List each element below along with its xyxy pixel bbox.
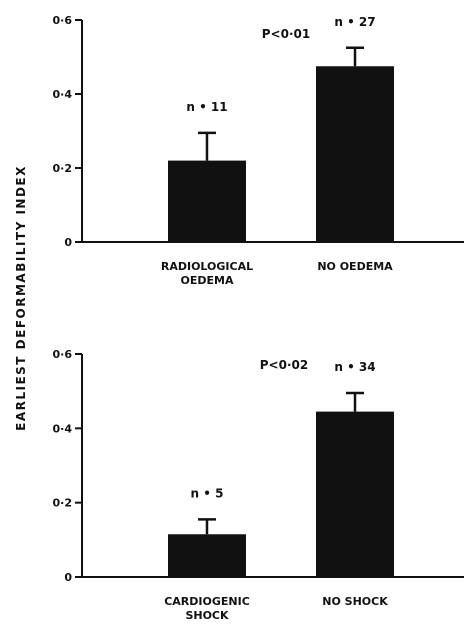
n-label: n • 11 [186, 100, 227, 114]
y-tick-label: 0 [64, 571, 72, 584]
bar [168, 534, 246, 577]
y-tick-label: 0·6 [53, 14, 73, 27]
y-axis-label: EARLIEST DEFORMABILITY INDEX [14, 165, 28, 431]
y-tick-label: 0·6 [53, 348, 73, 361]
y-tick-label: 0 [64, 236, 72, 249]
n-label: n • 34 [334, 360, 375, 374]
n-label: n • 27 [334, 15, 375, 29]
y-tick-label: 0·2 [53, 497, 73, 510]
category-label: RADIOLOGICAL [161, 260, 253, 273]
p-value-label: P<0·02 [260, 358, 308, 372]
category-label: CARDIOGENIC [164, 595, 250, 608]
category-label: OEDEMA [181, 274, 234, 287]
n-label: n • 5 [191, 486, 224, 500]
y-tick-label: 0·4 [53, 422, 73, 435]
bar [168, 160, 246, 242]
y-tick-label: 0·2 [53, 162, 73, 175]
bar [316, 411, 394, 577]
p-value-label: P<0·01 [262, 27, 310, 41]
category-label: SHOCK [185, 609, 229, 622]
y-tick-label: 0·4 [53, 88, 73, 101]
bar [316, 66, 394, 242]
category-label: NO OEDEMA [317, 260, 393, 273]
category-label: NO SHOCK [322, 595, 388, 608]
